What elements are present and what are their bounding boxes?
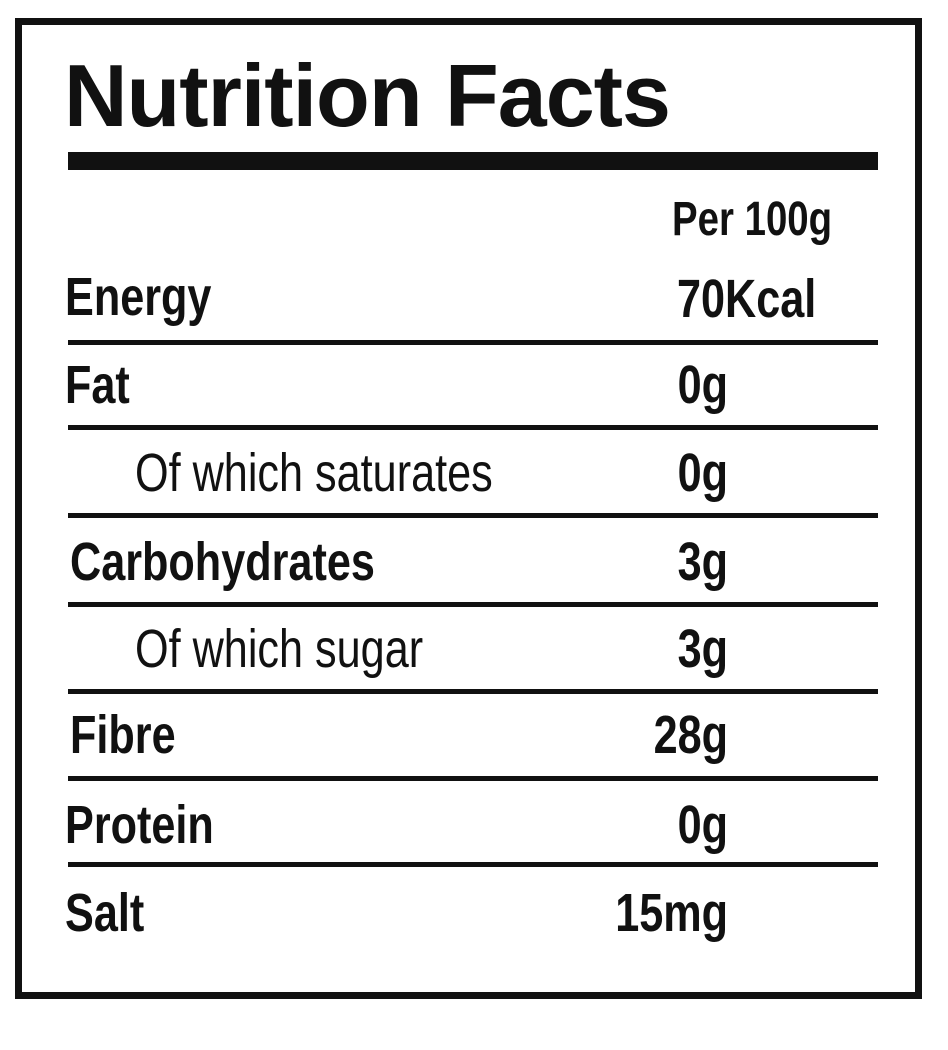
row-value-protein: 0g: [677, 795, 728, 855]
row-value-salt: 15mg: [615, 883, 728, 943]
title-divider: [68, 152, 878, 170]
row-label-fibre: Fibre: [70, 705, 176, 765]
row-label-sugar: Of which sugar: [135, 619, 424, 679]
row-label-protein: Protein: [65, 795, 214, 855]
label-title: Nutrition Facts: [64, 46, 671, 145]
row-divider: [68, 513, 878, 518]
column-header: Per 100g: [672, 193, 833, 246]
row-divider: [68, 602, 878, 607]
label-border: [15, 18, 922, 999]
row-value-fat: 0g: [677, 355, 728, 415]
row-divider: [68, 689, 878, 694]
row-value-saturates: 0g: [677, 443, 728, 503]
row-value-carbohydrates: 3g: [677, 532, 728, 592]
row-value-fibre: 28g: [653, 705, 728, 765]
row-label-fat: Fat: [65, 355, 130, 415]
row-label-saturates: Of which saturates: [135, 443, 493, 503]
row-label-salt: Salt: [65, 883, 145, 943]
row-label-energy: Energy: [65, 267, 212, 327]
row-label-carbohydrates: Carbohydrates: [70, 532, 375, 592]
row-divider: [68, 776, 878, 781]
row-divider: [68, 425, 878, 430]
row-value-sugar: 3g: [677, 619, 728, 679]
row-value-energy: 70Kcal: [677, 269, 817, 329]
row-divider: [68, 340, 878, 345]
row-divider: [68, 862, 878, 867]
